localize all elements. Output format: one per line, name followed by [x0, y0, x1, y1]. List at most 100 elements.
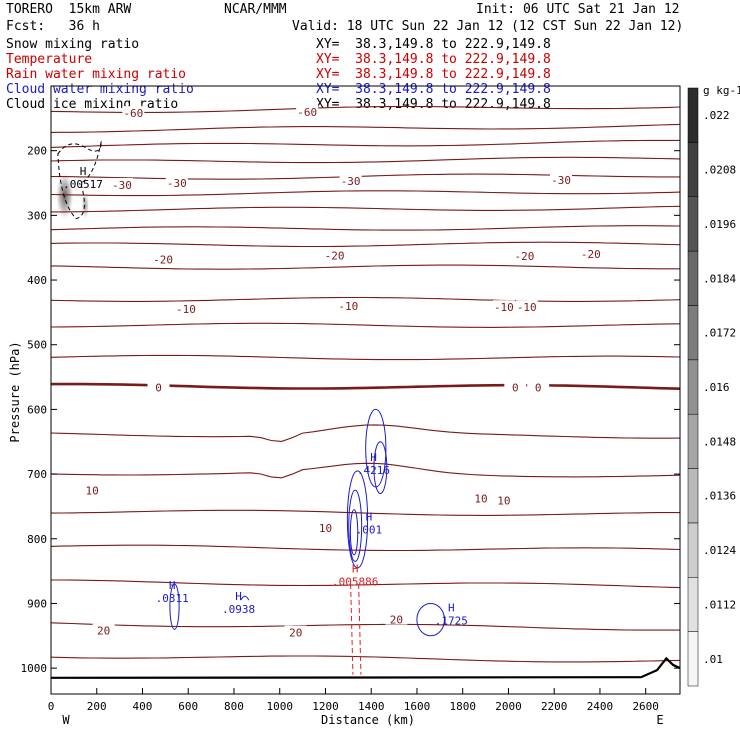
field-name-rain: Rain water mixing ratio [6, 67, 187, 82]
colorbar-segment [687, 250, 699, 306]
isotherm-label: 0 [512, 381, 519, 394]
isotherm-label-bg [323, 248, 346, 261]
model-title: TORERO 15km ARW [6, 2, 132, 17]
isotherm-line [51, 296, 680, 302]
isotherm-label-bg [527, 380, 550, 393]
colorbar-segment [687, 305, 699, 361]
isotherm-label: -10 [517, 301, 537, 314]
colorbar-level-label: .016 [703, 381, 730, 394]
isotherm-line [51, 264, 680, 270]
isotherm-label: -10 [494, 301, 514, 314]
isotherm-label-bg [314, 520, 337, 533]
y-tick-label: 400 [27, 274, 47, 287]
colorbar-level-label: .0148 [703, 435, 736, 448]
isotherm-label-bg [492, 300, 515, 313]
isotherm-label-bg [110, 177, 133, 190]
maximum-marker: H [235, 590, 242, 603]
isotherm-label: -20 [515, 250, 535, 263]
isotherm-label: -60 [123, 107, 143, 120]
isotherm-label-bg [550, 172, 573, 185]
field-xy-snow: XY= 38.3,149.8 to 222.9,149.8 [316, 37, 551, 52]
colorbar-level-label: .022 [703, 109, 730, 122]
isotherm-label: 10 [497, 495, 510, 508]
colorbar-segment [687, 413, 699, 469]
isotherm-line [51, 509, 680, 516]
freezing-level-isotherm [51, 382, 680, 390]
y-tick-label: 800 [27, 533, 47, 546]
maximum-marker: H [80, 165, 87, 178]
field-name-snow: Snow mixing ratio [6, 37, 140, 52]
isotherm-label-bg [385, 612, 408, 625]
rain-water-contour [358, 584, 362, 675]
isotherm-label-bg [165, 176, 188, 189]
y-tick-label: 500 [27, 339, 47, 352]
maximum-marker: H [366, 510, 373, 523]
x-tick-label: 2200 [541, 700, 568, 713]
colorbar-segment [687, 468, 699, 524]
cloud-water-contour [416, 602, 445, 637]
cloud-water-contour [373, 441, 388, 494]
x-tick-label: 200 [87, 700, 107, 713]
colorbar-segment [687, 196, 699, 252]
init-time: Init: 06 UTC Sat 21 Jan 12 [476, 2, 680, 17]
maximum-value-label: .1725 [435, 615, 468, 628]
isotherm-line [51, 156, 680, 164]
field-name-cloud-ice: Cloud ice mixing ratio [6, 97, 179, 112]
isotherm-label: 10 [319, 522, 332, 535]
isotherm-label: 20 [97, 625, 110, 638]
isotherm-label: 0 [535, 381, 542, 394]
maximum-marker: H [370, 451, 377, 464]
colorbar-level-label: .0136 [703, 490, 736, 503]
cloud-water-contour [169, 583, 180, 630]
maximum-value-label: .005886 [332, 576, 378, 589]
colorbar-segment [687, 142, 699, 197]
isotherm-label-bg [147, 380, 170, 393]
field-xy-temperature: XY= 38.3,149.8 to 222.9,149.8 [316, 52, 551, 67]
y-tick-label: 600 [27, 403, 47, 416]
colorbar-level-label: .0208 [703, 164, 736, 177]
field-name-temperature: Temperature [6, 52, 93, 67]
isotherm-label-bg [152, 252, 175, 265]
isotherm-label: -30 [341, 175, 361, 188]
isotherm-label: 20 [390, 614, 403, 627]
isotherm-label: 0 [155, 381, 162, 394]
isotherm-label: -10 [338, 300, 358, 313]
cloud-water-contour [346, 470, 369, 569]
isotherm-label: 10 [474, 493, 487, 506]
isotherm-line [51, 225, 680, 231]
x-tick-label: 400 [133, 700, 153, 713]
colorbar-segment [687, 87, 699, 143]
east-endpoint-label: E [656, 713, 663, 727]
isotherm-label: -60 [297, 106, 317, 119]
snow-shading [81, 191, 90, 220]
terrain-line [51, 656, 680, 679]
isotherm-line [51, 424, 680, 442]
cloud-water-contour [348, 489, 363, 562]
isotherm-label: -10 [176, 303, 196, 316]
colorbar-segment [687, 359, 699, 415]
isotherm-label: -20 [153, 253, 173, 266]
isotherm-line [51, 190, 680, 197]
x-tick-label: 1200 [312, 700, 339, 713]
isotherm-line [51, 462, 680, 479]
colorbar-level-label: .0196 [703, 218, 736, 231]
maximum-marker: H [448, 602, 455, 615]
valid-time: Valid: 18 UTC Sun 22 Jan 12 (12 CST Sun … [292, 19, 684, 34]
colorbar-level-label: .01 [703, 653, 723, 666]
isotherm-label-bg [515, 300, 538, 313]
isotherm-line [51, 139, 680, 148]
isotherm-line [51, 105, 680, 113]
isotherm-label-bg [492, 493, 515, 506]
colorbar-unit-label: g kg-1 [703, 84, 740, 97]
x-tick-label: 1800 [449, 700, 476, 713]
isotherm-line [51, 622, 680, 631]
isotherm-label-bg [470, 491, 493, 504]
isotherm-label-bg [284, 625, 307, 638]
maximum-value-label: .0938 [222, 603, 255, 616]
cloud-ice-contour [57, 140, 102, 220]
maximum-marker: H [352, 563, 359, 576]
maximum-value-label: .001 [356, 523, 383, 536]
colorbar-level-label: .0112 [703, 598, 736, 611]
colorbar-level-label: .0172 [703, 327, 736, 340]
